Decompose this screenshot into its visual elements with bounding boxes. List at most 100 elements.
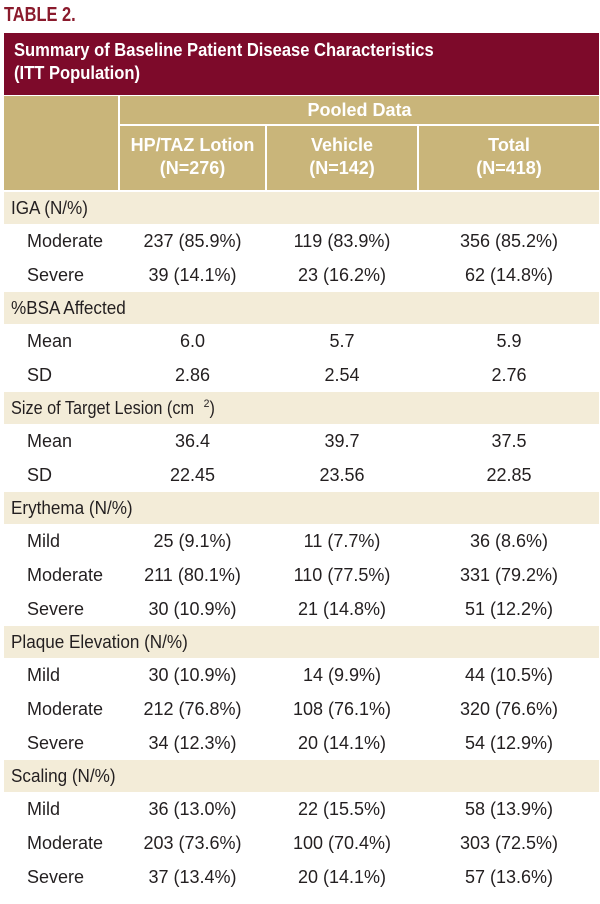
cell-vehicle: 39.7 — [324, 431, 360, 451]
section-title: Erythema (N/%) — [11, 498, 133, 518]
table-row: Severe 30 (10.9%) 21 (14.8%) 51 (12.2%) — [4, 592, 599, 626]
cell-vehicle: 11 (7.7%) — [303, 531, 381, 551]
cell-vehicle: 108 (76.1%) — [292, 699, 392, 719]
cell-hptaz: 30 (10.9%) — [148, 599, 237, 619]
cell-hptaz: 2.86 — [174, 365, 211, 385]
table-row: SD 22.45 23.56 22.85 — [4, 458, 599, 492]
table-row: Severe 37 (13.4%) 20 (14.1%) 57 (13.6%) — [4, 860, 599, 894]
cell-hptaz: 212 (76.8%) — [143, 699, 242, 719]
cell-hptaz: 22.45 — [169, 465, 216, 485]
cell-vehicle: 110 (77.5%) — [293, 565, 391, 585]
table-row: Mean 6.0 5.7 5.9 — [4, 324, 599, 358]
cell-hptaz: 30 (10.9%) — [148, 665, 237, 685]
row-label: SD — [27, 465, 53, 485]
table-title-line1: Summary of Baseline Patient Disease Char… — [14, 40, 434, 60]
cell-total: 5.9 — [496, 331, 522, 351]
section-title: Plaque Elevation (N/%) — [11, 632, 188, 652]
section-title: IGA (N/%) — [11, 198, 88, 218]
cell-total: 51 (12.2%) — [464, 599, 554, 619]
table-row: Moderate 212 (76.8%) 108 (76.1%) 320 (76… — [4, 692, 599, 726]
cell-hptaz: 39 (14.1%) — [148, 265, 237, 285]
header-col-hptaz: HP/TAZ Lotion (N=276) — [120, 126, 265, 190]
cell-total: 320 (76.6%) — [459, 699, 559, 719]
cell-total: 58 (13.9%) — [464, 799, 554, 819]
section-header: %BSA Affected — [4, 292, 599, 324]
row-label: Mild — [27, 531, 61, 551]
table-row: Mild 36 (13.0%) 22 (15.5%) 58 (13.9%) — [4, 792, 599, 826]
section-title: %BSA Affected — [11, 298, 126, 318]
header-col-name: Total — [488, 135, 530, 155]
cell-total: 356 (85.2%) — [459, 231, 559, 251]
table-row: Moderate 237 (85.9%) 119 (83.9%) 356 (85… — [4, 224, 599, 258]
cell-vehicle: 14 (9.9%) — [302, 665, 382, 685]
table-row: Severe 39 (14.1%) 23 (16.2%) 62 (14.8%) — [4, 258, 599, 292]
table-row: Severe 34 (12.3%) 20 (14.1%) 54 (12.9%) — [4, 726, 599, 760]
cell-vehicle: 2.54 — [324, 365, 360, 385]
header-col-n: (N=142) — [309, 158, 375, 178]
cell-total: 22.85 — [486, 465, 532, 485]
cell-hptaz: 203 (73.6%) — [143, 833, 242, 853]
row-label: Severe — [27, 733, 85, 753]
cell-total: 2.76 — [491, 365, 527, 385]
section-title: Size of Target Lesion (cm 2) — [11, 392, 215, 424]
section-title-sup: 2 — [203, 398, 210, 410]
row-label: Moderate — [27, 565, 104, 585]
section-header: Plaque Elevation (N/%) — [4, 626, 599, 658]
cell-vehicle: 119 (83.9%) — [293, 231, 391, 251]
row-label: Mean — [27, 331, 73, 351]
cell-hptaz: 25 (9.1%) — [153, 531, 232, 551]
cell-total: 36 (8.6%) — [469, 531, 549, 551]
row-label: SD — [27, 365, 53, 385]
cell-hptaz: 237 (85.9%) — [143, 231, 242, 251]
cell-hptaz: 6.0 — [179, 331, 206, 351]
cell-vehicle: 23.56 — [319, 465, 365, 485]
row-label: Moderate — [27, 699, 104, 719]
table-row: Mean 36.4 39.7 37.5 — [4, 424, 599, 458]
cell-total: 62 (14.8%) — [464, 265, 554, 285]
cell-hptaz: 211 (80.1%) — [144, 565, 241, 585]
cell-vehicle: 22 (15.5%) — [297, 799, 387, 819]
table-title-line2: (ITT Population) — [14, 63, 141, 83]
cell-vehicle: 5.7 — [329, 331, 355, 351]
cell-total: 37.5 — [491, 431, 527, 451]
cell-vehicle: 100 (70.4%) — [292, 833, 392, 853]
header-col-name: HP/TAZ Lotion — [130, 135, 255, 155]
cell-vehicle: 23 (16.2%) — [297, 265, 387, 285]
table-row: Mild 30 (10.9%) 14 (9.9%) 44 (10.5%) — [4, 658, 599, 692]
cell-hptaz: 36.4 — [174, 431, 211, 451]
cell-vehicle: 20 (14.1%) — [297, 867, 387, 887]
cell-vehicle: 20 (14.1%) — [297, 733, 387, 753]
row-label: Severe — [27, 265, 85, 285]
header-col-total: Total (N=418) — [419, 126, 599, 190]
table-row: Mild 25 (9.1%) 11 (7.7%) 36 (8.6%) — [4, 524, 599, 558]
section-header: Scaling (N/%) — [4, 760, 599, 792]
row-label: Mild — [27, 665, 61, 685]
cell-total: 54 (12.9%) — [464, 733, 554, 753]
cell-total: 44 (10.5%) — [464, 665, 554, 685]
section-title-end: ) — [209, 398, 215, 418]
cell-total: 57 (13.6%) — [464, 867, 554, 887]
section-header: IGA (N/%) — [4, 192, 599, 224]
header-col-n: (N=276) — [159, 158, 226, 178]
cell-total: 303 (72.5%) — [459, 833, 559, 853]
header-pooled-data: Pooled Data — [120, 96, 599, 124]
cell-total: 331 (79.2%) — [459, 565, 559, 585]
table-label: TABLE 2. — [4, 4, 76, 26]
section-title: Scaling (N/%) — [11, 766, 116, 786]
table-row: SD 2.86 2.54 2.76 — [4, 358, 599, 392]
cell-vehicle: 21 (14.8%) — [297, 599, 387, 619]
section-header: Erythema (N/%) — [4, 492, 599, 524]
cell-hptaz: 36 (13.0%) — [148, 799, 237, 819]
section-title-text: Size of Target Lesion (cm — [11, 398, 194, 418]
table-row: Moderate 211 (80.1%) 110 (77.5%) 331 (79… — [4, 558, 599, 592]
table-title-banner: Summary of Baseline Patient Disease Char… — [4, 33, 599, 95]
table-row: Moderate 203 (73.6%) 100 (70.4%) 303 (72… — [4, 826, 599, 860]
table-body: IGA (N/%) Moderate 237 (85.9%) 119 (83.9… — [4, 192, 599, 894]
row-label: Severe — [27, 599, 85, 619]
cell-hptaz: 37 (13.4%) — [148, 867, 237, 887]
row-label: Moderate — [27, 833, 104, 853]
row-label: Moderate — [27, 231, 104, 251]
header-col-vehicle: Vehicle (N=142) — [267, 126, 417, 190]
header-col-n: (N=418) — [476, 158, 542, 178]
row-label: Mild — [27, 799, 61, 819]
